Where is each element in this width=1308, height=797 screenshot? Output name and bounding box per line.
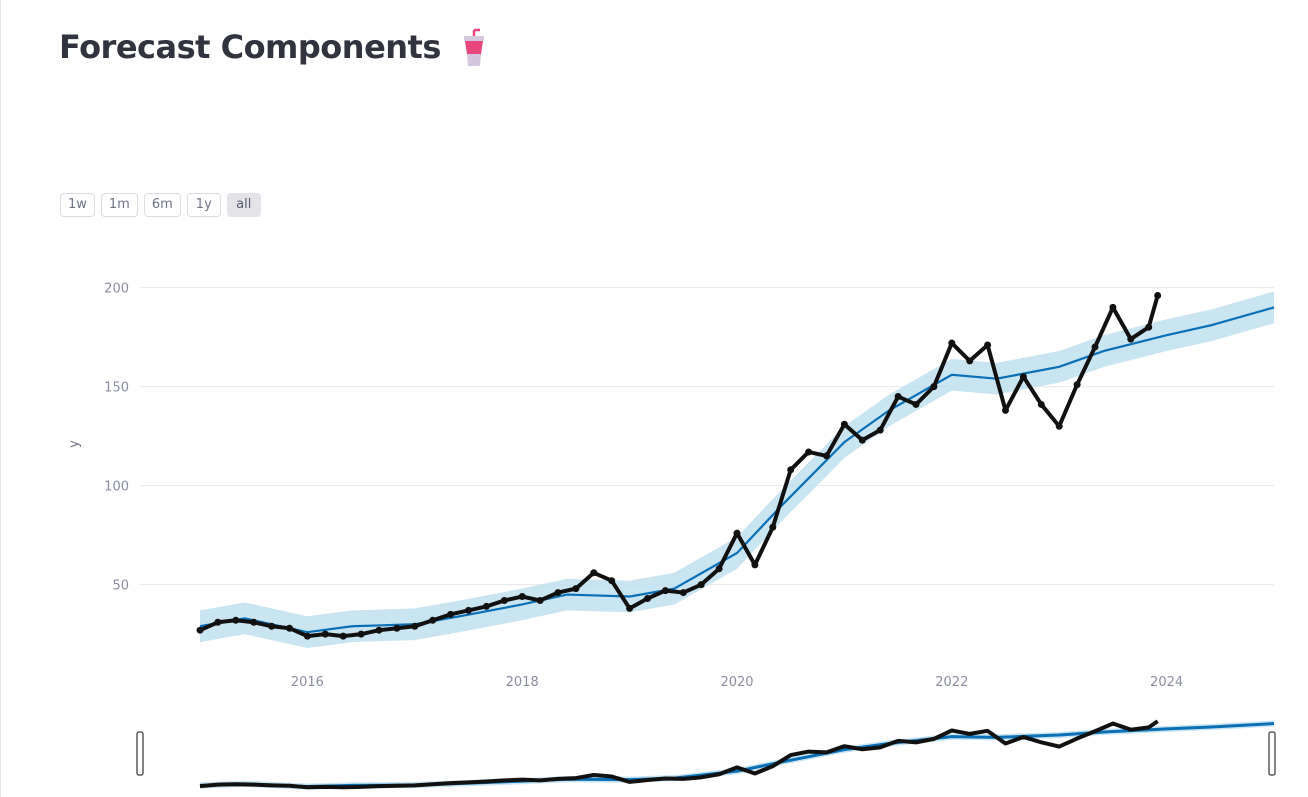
actual-point	[1073, 381, 1081, 389]
x-tick-label: 2018	[506, 675, 539, 690]
actual-point	[536, 596, 544, 604]
page-border	[0, 0, 1, 797]
actual-point	[930, 383, 938, 391]
actual-point	[966, 357, 974, 365]
uncertainty-band	[200, 291, 1274, 649]
navigator-points-layer	[199, 719, 1159, 790]
actual-point	[912, 400, 920, 408]
navigator-actual-trace	[199, 719, 1159, 790]
x-tick-label: 2020	[720, 675, 753, 690]
actual-point	[626, 604, 634, 612]
actual-point	[465, 606, 472, 614]
actual-point	[590, 569, 598, 577]
actual-point	[733, 529, 741, 537]
actual-point	[1154, 292, 1162, 300]
actual-point	[321, 630, 329, 638]
actual-point	[447, 610, 455, 618]
actual-point	[769, 523, 777, 531]
actual-point	[1091, 343, 1099, 351]
page-title: Forecast Components	[59, 26, 491, 68]
actual-point	[1109, 303, 1117, 311]
actual-point	[339, 632, 347, 640]
y-tick-label: 50	[112, 579, 129, 594]
actual-point	[286, 624, 293, 632]
range-slider[interactable]	[0, 700, 1308, 797]
actual-point	[214, 618, 222, 626]
actual-point	[268, 622, 276, 630]
y-axis-label: y	[67, 440, 82, 448]
actual-point	[823, 452, 830, 460]
actual-point	[518, 593, 526, 601]
actual-point	[482, 602, 490, 610]
actual-point	[787, 466, 795, 474]
actual-point	[644, 595, 651, 603]
actual-point	[375, 626, 383, 634]
actual-point	[554, 589, 562, 597]
range-slider-left-handle[interactable]	[136, 731, 144, 776]
actual-point	[250, 618, 258, 626]
actual-point	[357, 630, 365, 638]
actual-point	[572, 585, 580, 593]
cup-with-straw-icon	[457, 26, 491, 68]
actual-point	[858, 436, 866, 444]
y-tick-label: 100	[104, 480, 129, 495]
actual-point	[894, 393, 902, 401]
navigator-forecast-line	[199, 722, 1275, 789]
actual-point	[1037, 400, 1045, 408]
actual-point	[303, 632, 311, 640]
x-tick-label: 2022	[935, 675, 968, 690]
actual-point	[429, 616, 437, 624]
actual-point	[1127, 335, 1135, 343]
actual-point	[608, 577, 616, 585]
actual-points-layer	[196, 292, 1162, 640]
navigator-line-layer	[199, 722, 1275, 789]
range-button-all[interactable]: all	[226, 193, 261, 217]
actual-point	[196, 626, 204, 634]
y-tick-label: 200	[104, 282, 129, 297]
range-button-1w[interactable]: 1w	[60, 193, 95, 217]
range-button-1y[interactable]: 1y	[186, 193, 221, 217]
actual-point	[393, 624, 401, 632]
actual-point	[1019, 373, 1027, 381]
forecast-chart[interactable]: 50 100 150 200 2016 2018 2020 2022 2024 y	[0, 225, 1308, 695]
range-slider-right-handle[interactable]	[1268, 731, 1276, 776]
y-tick-label: 150	[104, 381, 129, 396]
page-title-text: Forecast Components	[59, 28, 441, 66]
actual-point	[876, 426, 884, 434]
actual-point	[679, 589, 687, 597]
x-tick-label: 2024	[1150, 675, 1183, 690]
actual-point	[805, 448, 813, 456]
actual-point	[751, 561, 759, 569]
actual-point	[984, 341, 992, 349]
actual-point	[232, 616, 240, 624]
actual-point	[1145, 323, 1153, 331]
actual-point	[1002, 406, 1009, 414]
actual-point	[1055, 422, 1063, 430]
actual-point	[840, 420, 848, 428]
actual-point	[715, 565, 723, 573]
range-button-1m[interactable]: 1m	[100, 193, 138, 217]
actual-point	[948, 339, 956, 347]
actual-point	[411, 622, 419, 630]
x-axis-ticks: 2016 2018 2020 2022 2024	[291, 675, 1183, 690]
uncertainty-band-layer	[200, 291, 1274, 649]
range-selector: 1w 1m 6m 1y all	[60, 193, 261, 217]
x-tick-label: 2016	[291, 675, 324, 690]
range-button-6m[interactable]: 6m	[143, 193, 181, 217]
actual-point	[697, 581, 705, 589]
actual-point	[500, 596, 508, 604]
actual-point	[661, 587, 669, 595]
y-axis-ticks: 50 100 150 200	[104, 282, 129, 594]
